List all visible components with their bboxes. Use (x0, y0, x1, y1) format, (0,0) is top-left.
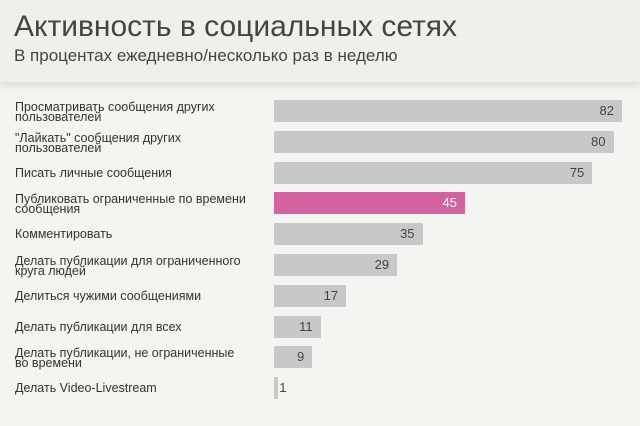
bar (274, 161, 593, 184)
bar-row: Публиковать ограниченные по времени сообщ… (0, 192, 640, 216)
data-label: 11 (299, 318, 313, 334)
bar-row: "Лайкать" сообщения других пользователей 8… (0, 130, 640, 155)
data-label: 82 (599, 103, 614, 118)
bar-row: Комментировать 35 (0, 223, 640, 247)
category-label-line: Делать публикации для ограниченного (15, 254, 241, 268)
chart-title: Активность в социальных сетях (14, 10, 458, 43)
category-label: Делать публикации, не ограниченные во вре… (15, 346, 277, 371)
bar-row: Просматривать сообщения других пользовате… (0, 100, 640, 124)
bar (274, 284, 347, 307)
bar-row: Делать публикации для ограниченного круга… (0, 254, 640, 278)
chart-header: Активность в социальных сетях В процента… (0, 0, 640, 82)
bar (274, 254, 398, 276)
category-label: Просматривать сообщения других пользовате… (15, 100, 277, 124)
category-label-line: Комментировать (15, 227, 113, 242)
bar (274, 130, 614, 153)
data-label: 1 (279, 380, 287, 396)
category-label-line: Писать личные сообщения (15, 165, 172, 180)
category-label-line: круга людей (15, 264, 86, 278)
bar-row: Делать публикации для всех 11 (0, 315, 640, 340)
category-label-line: Просматривать сообщения других (15, 100, 215, 114)
data-label: 17 (323, 287, 339, 303)
category-label-line: "Лайкать" сообщения других (15, 130, 181, 145)
category-label: Делать публикации для ограниченного круга… (15, 254, 277, 278)
category-label: Писать личные сообщения (15, 165, 277, 180)
category-label-line: сообщения (15, 202, 81, 217)
chart-subtitle: В процентах ежедневно/несколько раз в не… (14, 46, 398, 65)
category-label: Делать публикации для всех (15, 319, 277, 334)
category-label-line: пользователей (15, 140, 102, 155)
data-label: 45 (442, 195, 457, 211)
category-label-line: во времени (15, 356, 82, 371)
category-label-line: Делиться чужими сообщениями (15, 288, 202, 303)
bar-row: Делать публикации, не ограниченные во вре… (0, 346, 640, 370)
data-label: 9 (296, 349, 305, 365)
data-label: 35 (400, 226, 415, 242)
category-label-line: Делать публикации, не ограниченные (15, 346, 235, 361)
bar (274, 377, 279, 400)
category-label: Делать Video-Livestream (15, 381, 277, 396)
category-label: "Лайкать" сообщения других пользователей (15, 130, 277, 155)
bar-row: Делиться чужими сообщениями 17 (0, 284, 640, 309)
category-label-line: Публиковать ограниченные по времени (15, 192, 246, 207)
bar (274, 346, 313, 369)
data-label: 80 (591, 133, 606, 149)
category-label: Комментировать (15, 227, 277, 242)
category-label-line: Делать публикации для всех (15, 319, 182, 334)
category-label-line: пользователей (15, 110, 102, 124)
bar (274, 100, 622, 122)
bar-row: Писать личные сообщения 75 (0, 161, 640, 186)
category-label: Публиковать ограниченные по времени сообщ… (15, 192, 277, 217)
category-label: Делиться чужими сообщениями (15, 288, 277, 303)
bar (274, 315, 321, 338)
bar-row: Делать Video-Livestream 1 (0, 377, 640, 401)
category-label-line: Делать Video-Livestream (15, 381, 157, 396)
data-label: 29 (374, 257, 390, 272)
bar (274, 223, 423, 246)
data-label: 75 (569, 164, 585, 180)
bar (274, 192, 465, 215)
